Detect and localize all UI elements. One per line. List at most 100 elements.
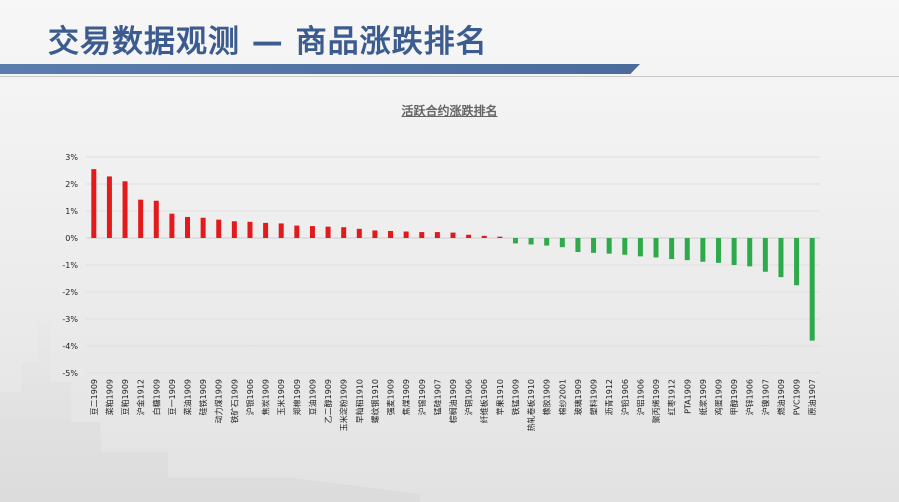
x-category-label: 燃油1909	[776, 379, 786, 415]
x-category-label: 玻璃1909	[573, 379, 583, 415]
y-tick-label: 2%	[65, 180, 78, 189]
bar	[106, 176, 112, 238]
bar	[731, 238, 737, 265]
bar	[294, 225, 300, 238]
x-category-label: 强麦1909	[386, 379, 396, 415]
bar	[809, 238, 815, 341]
x-category-label: 沥青1912	[604, 379, 614, 415]
bar	[122, 181, 128, 238]
bar	[138, 199, 144, 238]
x-category-label: 玉米淀粉1909	[339, 379, 349, 431]
x-category-label: 纤维板1906	[479, 379, 489, 423]
x-category-label: 焦炭1909	[261, 379, 271, 415]
bar	[372, 230, 378, 238]
bar	[559, 238, 565, 248]
bar	[762, 238, 768, 272]
bar	[684, 238, 690, 261]
x-category-label: 甲醇1909	[729, 379, 739, 415]
x-category-label: 沪银1906	[245, 379, 255, 415]
chart-bars	[91, 169, 815, 341]
bar	[91, 169, 97, 238]
x-category-label: 沪金1912	[136, 379, 146, 415]
bar	[575, 238, 581, 253]
x-category-label: 红枣1912	[667, 379, 677, 415]
y-tick-label: -1%	[62, 261, 78, 270]
bar	[231, 221, 237, 238]
bar	[512, 238, 518, 244]
y-tick-label: -4%	[62, 342, 78, 351]
bar	[278, 223, 284, 238]
bar	[434, 232, 440, 238]
bar	[169, 213, 175, 238]
bar	[403, 231, 409, 238]
x-category-label: 塑料1909	[589, 379, 599, 415]
bar	[591, 238, 597, 253]
bar	[263, 222, 269, 238]
bar	[778, 238, 784, 278]
bar	[497, 236, 503, 238]
x-category-label: 豆油1909	[307, 379, 317, 415]
x-category-label: 白糖1909	[151, 379, 161, 415]
bar	[794, 238, 800, 286]
bar	[544, 238, 550, 246]
bar	[309, 226, 315, 238]
x-category-label: 郑棉1909	[292, 379, 302, 415]
bar	[466, 234, 472, 238]
x-category-label: PTA1909	[683, 379, 692, 414]
y-tick-label: -5%	[62, 369, 78, 378]
x-category-label: 焦煤1909	[401, 379, 411, 415]
x-category-label: 豆一1909	[168, 379, 177, 415]
x-category-label: 菜油1909	[183, 379, 193, 415]
bar	[606, 238, 612, 254]
slide-title: 交易数据观测 — 商品涨跌排名	[48, 24, 488, 60]
bar	[700, 238, 706, 262]
x-category-label: 豆二1909	[90, 379, 99, 415]
x-category-label: 菜粕1909	[104, 379, 114, 415]
x-category-label: 棕榈油1909	[448, 379, 458, 423]
chart-title: 活跃合约涨跌排名	[401, 104, 498, 118]
bar	[481, 235, 487, 238]
x-category-label: 沪锡1909	[417, 379, 427, 415]
bar	[622, 238, 628, 255]
title-accent-bar	[0, 64, 640, 74]
x-category-label: 沪镍1907	[760, 379, 770, 415]
x-category-label: 橡胶1909	[542, 379, 552, 415]
x-category-label: 豆粕1909	[120, 379, 130, 415]
chart-gridlines	[86, 156, 820, 374]
y-tick-label: 3%	[65, 153, 78, 162]
bar	[388, 230, 394, 238]
x-category-label: 沪铝1906	[635, 379, 645, 415]
bar	[715, 238, 721, 263]
x-category-label: 沪锌1906	[745, 379, 755, 415]
title-divider	[0, 76, 899, 77]
bar	[325, 226, 331, 238]
x-category-label: 鸡蛋1909	[713, 379, 723, 415]
y-tick-label: -3%	[62, 315, 78, 324]
bar	[450, 232, 456, 238]
x-category-label: 聚丙烯1909	[651, 379, 661, 423]
x-category-label: 锰硅1907	[432, 379, 442, 415]
bar	[528, 238, 534, 245]
x-category-label: 棉纱2001	[557, 379, 567, 415]
x-category-label: 动力煤1909	[214, 379, 224, 423]
x-category-label: 玉米1909	[276, 379, 286, 415]
bar	[747, 238, 753, 267]
x-category-label: 沪铜1906	[464, 379, 474, 415]
bar	[637, 238, 643, 257]
x-category-label: 早籼稻1910	[354, 379, 364, 423]
y-tick-label: 0%	[65, 234, 78, 243]
x-category-label: 沪铅1906	[620, 379, 630, 415]
bar	[153, 200, 159, 238]
x-category-label: 纸浆1909	[698, 379, 708, 415]
x-category-label: 原油1907	[807, 379, 817, 415]
y-tick-label: 1%	[65, 207, 78, 216]
y-axis-tick-labels: 3% 2% 1% 0% -1% -2% -3% -4% -5%	[62, 153, 78, 378]
bar	[247, 221, 253, 238]
bar	[341, 227, 347, 238]
bar	[419, 232, 425, 238]
bar	[669, 238, 675, 260]
x-category-label: 铁锰1909	[510, 379, 520, 415]
x-category-label: 苹果1910	[495, 379, 505, 415]
bar	[185, 216, 191, 238]
